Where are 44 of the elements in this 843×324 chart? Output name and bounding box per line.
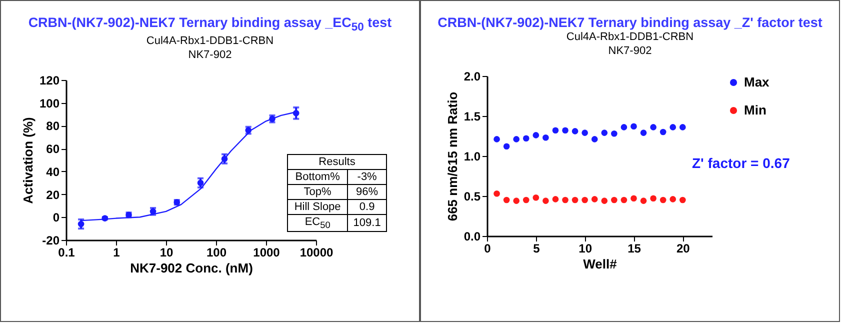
- y-tick-label: 120: [39, 73, 60, 88]
- y-tick-label: 1.0: [464, 150, 481, 164]
- x-axis-title: NK7-902 Conc. (nM): [130, 260, 253, 276]
- legend-label: Min: [744, 102, 766, 118]
- x-axis-title: Well#: [583, 256, 618, 272]
- y-tick-label: 1.5: [464, 110, 481, 124]
- y-tick-label: 0.5: [464, 190, 481, 204]
- legend-label: Max: [744, 74, 770, 90]
- x-tick-label: 5: [533, 242, 540, 256]
- chart-title: CRBN-(NK7-902)-NEK7 Ternary binding assay _Z' factor test: [436, 15, 824, 30]
- y-tick-label: 60: [46, 142, 60, 156]
- text: 109.1: [353, 217, 381, 230]
- chart-subtitle: Cul4A-Rbx1-DDB1-CRBN NK7-902: [565, 30, 695, 58]
- x-tick-label: 0.1: [58, 245, 76, 260]
- text: Results: [318, 156, 356, 168]
- chart-title: CRBN-(NK7-902)-NEK7 Ternary binding assay _EC$_{50}$ test: [27, 15, 393, 34]
- annotation: Hill Slope: [288, 200, 348, 214]
- y-tick-label: 20: [46, 187, 60, 202]
- text: -3%: [357, 171, 377, 183]
- x-tick-label: 1: [113, 245, 120, 260]
- annotation: Z' factor = 0.67: [692, 155, 790, 171]
- x-tick-label: 10: [578, 242, 592, 256]
- y-tick-label: 0.0: [464, 230, 481, 244]
- x-tick-label: 10000: [300, 245, 334, 260]
- y-tick-label: 0: [52, 210, 60, 224]
- y-tick-label: 2.0: [464, 70, 481, 84]
- text: 96%: [356, 186, 378, 198]
- text: 0.9: [359, 201, 375, 213]
- x-tick-label: 100: [206, 245, 227, 260]
- x-tick-label: 20: [676, 242, 690, 256]
- x-tick-label: 10: [160, 245, 174, 260]
- y-tick-label: 100: [39, 96, 60, 110]
- annotation: Top%: [288, 184, 348, 200]
- chart-subtitle: Cul4A-Rbx1-DDB1-CRBN NK7-902: [145, 34, 275, 62]
- y-tick-label: 80: [46, 118, 60, 133]
- y-axis-title: 665 nm/615 nm Ratio: [444, 92, 460, 222]
- x-tick-label: 0: [484, 242, 492, 256]
- x-tick-label: 1000: [253, 245, 280, 260]
- y-tick-label: -20: [42, 233, 60, 248]
- annotation: EC$_{50}$: [288, 214, 348, 232]
- y-tick-label: 40: [46, 164, 60, 179]
- annotation: Bottom%: [288, 170, 348, 184]
- x-tick-label: 15: [628, 242, 642, 256]
- y-axis-title: Activation (%): [20, 116, 36, 204]
